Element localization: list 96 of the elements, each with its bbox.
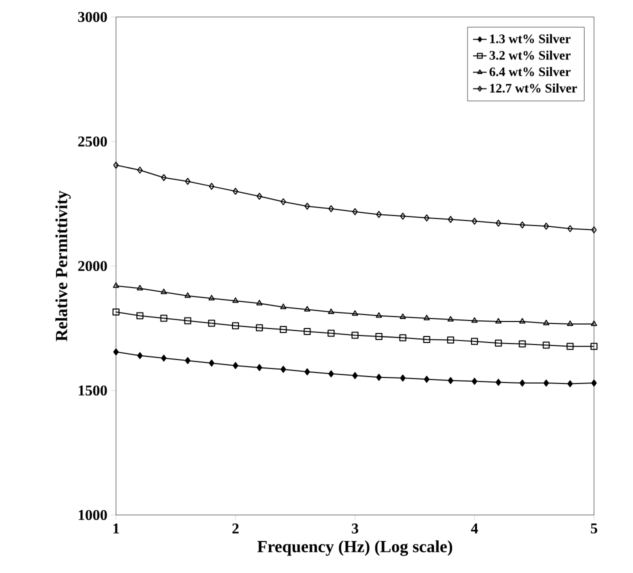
point	[376, 312, 382, 318]
point	[208, 320, 216, 327]
point	[113, 348, 119, 356]
x-tick-label: 5	[590, 524, 598, 534]
point	[424, 214, 430, 222]
legend-label: 12.7 wt% Silver	[490, 84, 577, 93]
point	[137, 166, 143, 174]
point	[232, 188, 238, 195]
point	[280, 366, 286, 373]
x-tick-label: 2	[232, 524, 239, 534]
point	[400, 314, 406, 320]
point	[232, 297, 239, 303]
point	[495, 318, 502, 324]
point	[567, 320, 574, 326]
point	[423, 336, 430, 343]
point	[448, 316, 454, 322]
point	[448, 377, 454, 384]
point	[208, 294, 215, 300]
point	[494, 340, 502, 347]
point	[352, 310, 358, 316]
point	[352, 372, 358, 380]
legend-label: 6.4 wt% Silver	[490, 67, 571, 76]
point	[496, 378, 502, 386]
point	[399, 334, 406, 342]
point	[352, 208, 358, 216]
point	[328, 205, 334, 212]
y-tick-label: 1500	[78, 385, 107, 396]
point	[424, 376, 430, 383]
point	[376, 210, 382, 218]
point	[542, 342, 550, 349]
point	[304, 306, 310, 312]
point	[232, 322, 240, 330]
point	[304, 202, 310, 210]
x-axis-title: Frequency (Hz) (Log scale)	[257, 540, 452, 556]
legend-label: 3.2 wt% Silver	[490, 50, 571, 60]
y-tick-label: 1000	[78, 510, 107, 520]
point	[519, 318, 526, 324]
point	[256, 364, 262, 372]
point	[137, 352, 143, 360]
point	[136, 312, 144, 320]
point	[161, 174, 167, 182]
point	[328, 370, 334, 378]
point	[304, 328, 311, 335]
point	[352, 332, 359, 339]
y-tick-label: 2000	[78, 260, 107, 272]
point	[496, 220, 502, 227]
point	[208, 360, 214, 367]
point	[232, 362, 238, 370]
point	[112, 308, 120, 316]
point	[328, 330, 335, 337]
point	[520, 221, 526, 228]
point	[184, 357, 190, 364]
point	[520, 380, 526, 387]
point	[280, 198, 286, 206]
point	[256, 192, 262, 200]
point	[400, 374, 406, 382]
point	[471, 317, 478, 323]
point	[280, 326, 287, 333]
point	[256, 324, 263, 332]
y-tick-label: 3000	[78, 12, 107, 22]
point	[184, 292, 191, 298]
point	[184, 317, 192, 324]
point	[160, 314, 168, 322]
point	[136, 284, 144, 290]
x-tick-label: 4	[470, 524, 478, 534]
point	[567, 380, 573, 388]
point	[543, 222, 549, 230]
point	[447, 336, 454, 344]
point	[590, 342, 598, 350]
point	[328, 308, 334, 314]
point	[472, 378, 478, 385]
x-tick-label: 1	[113, 524, 119, 534]
point	[304, 368, 310, 376]
point	[161, 354, 167, 362]
x-tick-label: 3	[352, 524, 358, 534]
point	[160, 288, 167, 294]
point	[424, 314, 430, 320]
point	[566, 342, 574, 350]
point	[256, 300, 263, 306]
point	[543, 380, 549, 387]
legend-label: 1.3 wt% Silver	[490, 34, 571, 44]
point	[400, 212, 406, 220]
point	[184, 178, 190, 185]
point	[376, 374, 382, 381]
point	[472, 218, 478, 225]
y-tick-label: 2500	[78, 136, 107, 147]
point	[375, 332, 382, 340]
point	[471, 338, 478, 345]
point	[567, 225, 573, 232]
point	[518, 340, 526, 348]
y-axis-title: Relative Permittivity	[55, 190, 71, 342]
point	[280, 304, 286, 310]
point	[448, 216, 454, 223]
point	[543, 320, 550, 326]
point	[208, 182, 214, 190]
point	[591, 380, 597, 387]
